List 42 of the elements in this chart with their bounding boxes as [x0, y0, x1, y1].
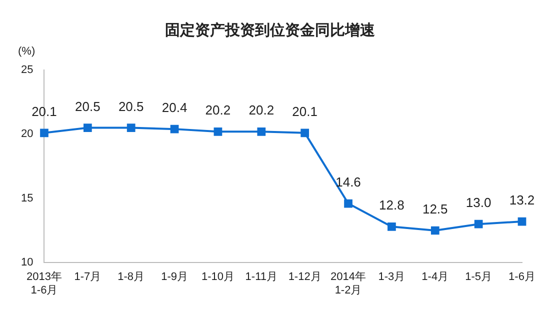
x-tick-label: 1-11月 — [245, 271, 278, 284]
text: 20.2 — [205, 102, 231, 118]
x-tick-label: 2014年 1-2月 — [330, 271, 366, 296]
x-tick-label: 1-7月 — [74, 271, 102, 284]
x-tick-label: 1-3月 — [378, 271, 406, 284]
text: 20.1 — [32, 104, 57, 119]
text: 20.2 — [248, 102, 274, 118]
point — [126, 124, 136, 132]
point — [170, 124, 179, 134]
point — [257, 127, 266, 136]
point — [430, 226, 440, 235]
x-tick-label: 1-5月 — [465, 271, 492, 284]
point — [388, 222, 396, 231]
text: 20.4 — [162, 100, 188, 116]
y-tick-label: 15 — [20, 192, 34, 204]
y-axis-title: (%) — [18, 46, 36, 58]
point — [344, 199, 352, 208]
point — [300, 128, 310, 138]
text: 13.2 — [509, 192, 535, 208]
x-tick-label: 1-4月 — [422, 271, 449, 284]
text: 20.1 — [292, 104, 318, 119]
text: 12.8 — [379, 198, 404, 213]
x-tick-label: 2013年 1-6月 — [26, 271, 62, 296]
y-tick-label: 20 — [20, 128, 34, 140]
y-tick-label: 25 — [20, 64, 34, 76]
y-tick-label: 10 — [20, 256, 34, 269]
x-tick-label: 1-8月 — [118, 271, 145, 284]
x-tick-label: 1-12月 — [288, 271, 322, 284]
point — [214, 127, 222, 136]
x-tick-label: 1-6月 — [508, 271, 536, 284]
point — [40, 128, 48, 138]
x-tick-label: 1-10月 — [201, 271, 234, 284]
text: 20.5 — [118, 98, 144, 114]
text: 13.0 — [466, 195, 492, 210]
chart-title: 固定资产投资到位资金同比增速 — [165, 21, 376, 40]
point — [474, 220, 483, 228]
point — [518, 217, 526, 226]
text: 12.5 — [422, 202, 448, 217]
text: 20.5 — [75, 98, 100, 114]
text: 14.6 — [336, 174, 361, 190]
x-tick-label: 1-9月 — [161, 271, 188, 284]
point — [83, 124, 92, 132]
